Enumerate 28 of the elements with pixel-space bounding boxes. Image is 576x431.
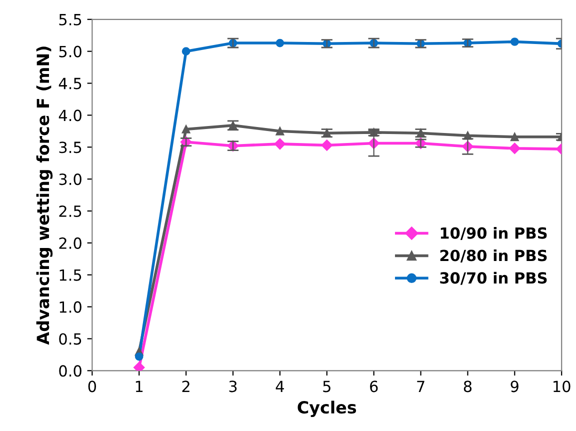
y-tick-label: 3.5 [59, 142, 82, 154]
y-tick-label: 5.0 [59, 46, 82, 58]
x-tick-label: 1 [136, 380, 143, 392]
x-tick-label: 9 [510, 380, 518, 392]
y-tick-label: 1.0 [60, 301, 82, 313]
y-tick-label: 4.0 [58, 110, 82, 122]
x-tick-label: 7 [417, 380, 424, 392]
y-tick-label: 5.5 [59, 14, 82, 26]
y-tick-label: 0.0 [59, 365, 82, 377]
y-tick-label: 2.0 [59, 237, 82, 249]
x-tick-label: 0 [88, 380, 96, 392]
x-tick-label: 8 [464, 380, 472, 392]
x-tick-label: 10 [554, 380, 570, 392]
x-tick-label: 5 [323, 380, 330, 392]
legend-label: 20/80 in PBS [440, 249, 547, 262]
x-tick-label: 4 [276, 380, 284, 392]
y-tick-label: 2.5 [59, 205, 82, 218]
x-tick-label: 3 [229, 380, 237, 392]
y-tick-label: 0.5 [59, 333, 82, 345]
y-tick-label: 1.5 [60, 270, 82, 281]
legend-label: 10/90 in PBS [440, 227, 547, 240]
y-tick-label: 4.5 [58, 78, 82, 90]
x-axis-title: Cycles [298, 400, 356, 417]
legend-label: 30/70 in PBS [440, 272, 547, 285]
x-tick-label: 2 [182, 380, 190, 392]
y-tick-label: 3.0 [59, 174, 82, 186]
x-tick-label: 6 [370, 380, 378, 392]
y-axis-title: Advancing wetting force F (mN) [36, 46, 53, 345]
